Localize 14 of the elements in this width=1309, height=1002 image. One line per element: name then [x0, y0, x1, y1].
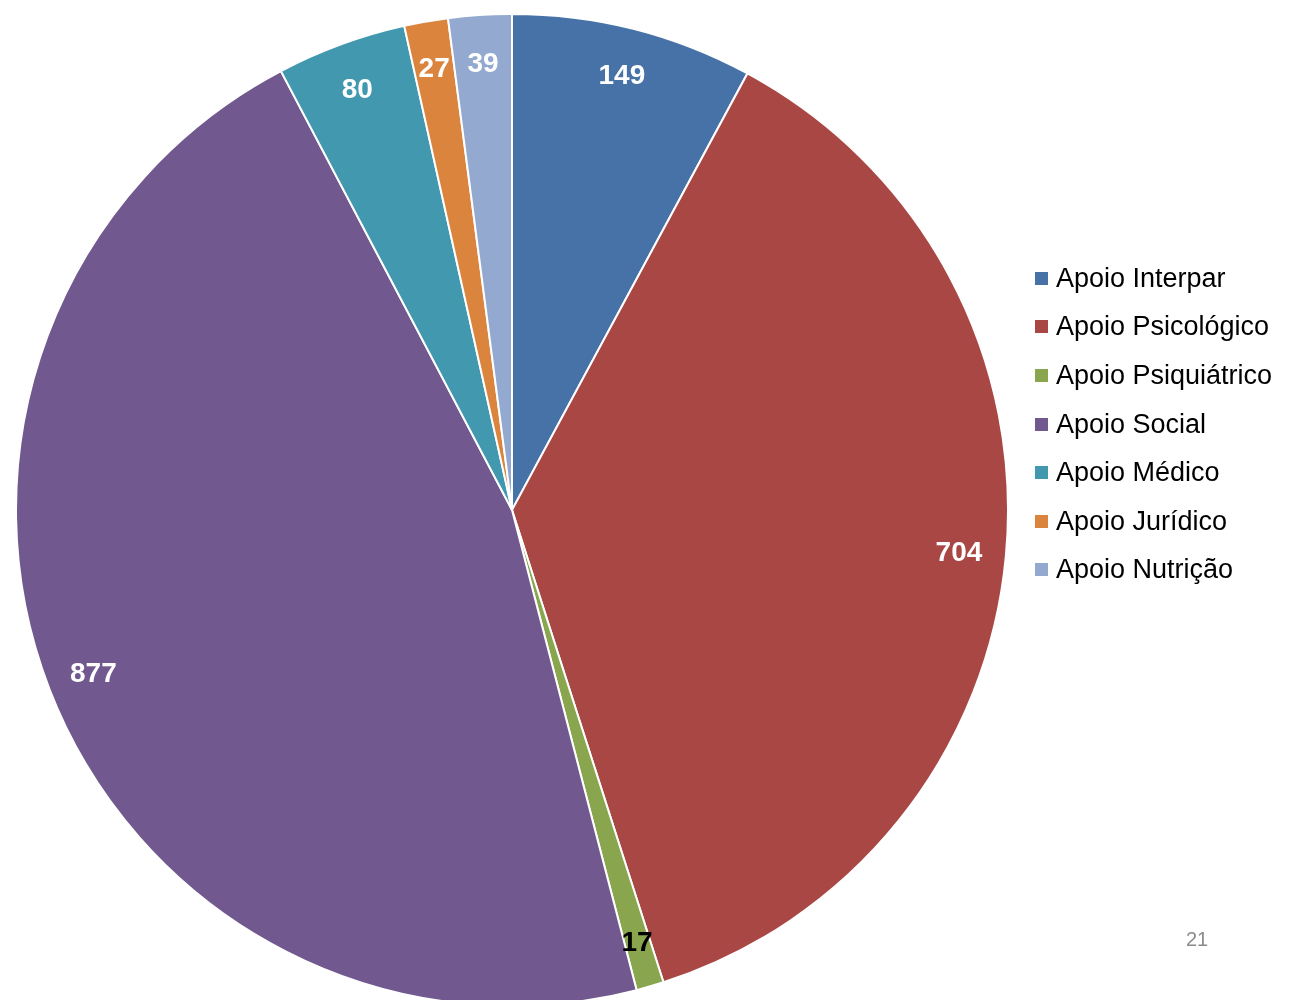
- text: 21: [1186, 928, 1209, 951]
- data-label: 80: [341, 73, 373, 105]
- legend-label: Apoio Jurídico: [1056, 505, 1228, 537]
- data-label: 149: [598, 59, 646, 91]
- legend-label: Apoio Social: [1056, 408, 1207, 440]
- data-label: 704: [935, 535, 983, 567]
- legend-label: Apoio Interpar: [1056, 262, 1226, 294]
- data-label: 27: [418, 52, 450, 84]
- legend-label: Apoio Psicológico: [1056, 311, 1270, 343]
- legend-label: Apoio Nutrição: [1056, 554, 1234, 586]
- data-label: 39: [467, 46, 499, 78]
- data-label: 877: [70, 656, 117, 688]
- legend-label: Apoio Psiquiátrico: [1056, 359, 1273, 391]
- legend-label: Apoio Médico: [1056, 457, 1220, 489]
